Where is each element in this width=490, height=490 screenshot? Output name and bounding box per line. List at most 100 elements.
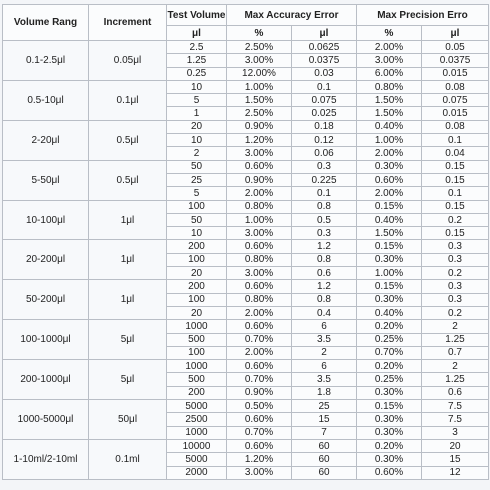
row: 5000 1.20% 60 0.30% 15 <box>3 452 489 467</box>
value-cell: 1.2 <box>291 239 357 254</box>
value-cell: 15 <box>421 452 489 467</box>
volume-range: 20-200μl <box>2 239 89 281</box>
value-cell: 0.60% <box>226 359 292 374</box>
value-cell: 0.04 <box>421 146 489 161</box>
value-cell: 1000 <box>166 425 227 440</box>
row: 25 0.90% 0.225 0.60% 0.15 <box>3 172 489 188</box>
value-cell: 1.00% <box>356 266 422 281</box>
value-cell: 0.40% <box>356 212 422 228</box>
value-cell: 0.70% <box>356 345 422 361</box>
row: 10-100μl 1μl 100 0.80% 0.8 0.15% 0.15 <box>2 199 489 241</box>
unit-cell: μl <box>421 25 489 41</box>
value-cell: 0.075 <box>291 93 357 108</box>
value-cell: 2.00% <box>356 39 422 55</box>
value-cell: 3.00% <box>226 53 292 68</box>
value-cell: 1.00% <box>356 133 422 148</box>
value-cell: 0.1 <box>421 133 489 148</box>
value-cell: 100 <box>166 292 227 307</box>
value-cell: 0.3 <box>421 279 489 294</box>
value-cell: 5000 <box>166 399 227 414</box>
value-cell: 0.15 <box>421 159 489 174</box>
value-cell: 0.2 <box>421 212 489 228</box>
value-cell: 25 <box>291 399 357 414</box>
value-cell: 1000 <box>166 359 227 374</box>
row: 5 1.50% 0.075 1.50% 0.075 <box>3 93 489 108</box>
value-cell: 200 <box>166 239 227 254</box>
value-cell: 0.60% <box>226 159 292 174</box>
value-cell: 1.8 <box>291 385 357 401</box>
value-cell: 0.1 <box>421 186 489 201</box>
unit-cell: % <box>356 25 422 41</box>
value-cell: 60 <box>291 452 357 467</box>
value-cell: 2.00% <box>226 305 292 321</box>
value-cell: 0.40% <box>356 119 422 135</box>
increment: 5μl <box>88 359 167 401</box>
value-cell: 0.15% <box>356 239 422 254</box>
unit-cell: % <box>226 25 292 41</box>
row: 200-1000μl 5μl 1000 0.60% 6 0.20% 2 <box>2 359 489 401</box>
value-cell: 0.30% <box>356 452 422 467</box>
increment: 0.5μl <box>88 119 167 161</box>
value-cell: 0.60% <box>356 172 422 188</box>
value-cell: 2.50% <box>226 106 292 121</box>
value-cell: 3.00% <box>226 465 292 480</box>
value-cell: 0.08 <box>421 119 489 135</box>
value-cell: 100 <box>166 345 227 361</box>
volume-range: 0.1-2.5μl <box>2 40 89 81</box>
value-cell: 0.90% <box>226 119 292 135</box>
value-cell: 5 <box>166 93 227 108</box>
value-cell: 1 <box>166 106 227 121</box>
value-cell: 0.3 <box>421 292 489 307</box>
volume-range: 2-20μl <box>2 119 89 161</box>
value-cell: 0.15 <box>421 199 489 214</box>
increment: 0.5μl <box>88 159 167 201</box>
value-cell: 7.5 <box>421 412 489 427</box>
value-cell: 0.8 <box>291 252 357 268</box>
value-cell: 25 <box>166 172 227 188</box>
value-cell: 3.00% <box>356 53 422 68</box>
value-cell: 2.00% <box>226 186 292 201</box>
value-cell: 2 <box>291 345 357 361</box>
value-cell: 1.25 <box>421 372 489 387</box>
value-cell: 1000 <box>166 319 227 334</box>
value-cell: 3 <box>421 425 489 440</box>
value-cell: 0.8 <box>291 199 357 214</box>
value-cell: 60 <box>291 465 357 480</box>
increment: 1μl <box>88 239 167 281</box>
value-cell: 0.08 <box>421 79 489 95</box>
value-cell: 0.6 <box>291 266 357 281</box>
value-cell: 0.1 <box>291 186 357 201</box>
value-cell: 0.015 <box>421 106 489 121</box>
value-cell: 1.50% <box>226 93 292 108</box>
row: 1000-5000μl 50μl 5000 0.50% 25 0.15% 7.5 <box>2 399 489 440</box>
value-cell: 0.30% <box>356 252 422 268</box>
value-cell: 0.25 <box>166 66 227 81</box>
row: 20 3.00% 0.6 1.00% 0.2 <box>3 266 489 281</box>
value-cell: 0.60% <box>226 412 292 427</box>
value-cell: 2 <box>166 146 227 161</box>
value-cell: 6 <box>291 319 357 334</box>
value-cell: 3.5 <box>291 332 357 347</box>
value-cell: 0.03 <box>291 66 357 81</box>
value-cell: 500 <box>166 332 227 347</box>
row: 0.1-2.5μl 0.05μl 2.5 2.50% 0.0625 2.00% 0.05 <box>2 39 489 81</box>
value-cell: 0.025 <box>291 106 357 121</box>
value-cell: 1.25 <box>166 53 227 68</box>
value-cell: 2 <box>421 319 489 334</box>
header-cell: Max Precision Erro <box>356 4 489 26</box>
value-cell: 0.80% <box>226 292 292 307</box>
value-cell: 2.00% <box>226 345 292 361</box>
value-cell: 0.15 <box>421 226 489 241</box>
increment: 1μl <box>88 199 167 241</box>
value-cell: 0.3 <box>291 159 357 174</box>
value-cell: 0.60% <box>226 279 292 294</box>
value-cell: 2500 <box>166 412 227 427</box>
value-cell: 1.50% <box>356 226 422 241</box>
value-cell: 0.3 <box>421 252 489 268</box>
value-cell: 12 <box>421 465 489 480</box>
value-cell: 0.70% <box>226 332 292 347</box>
value-cell: 2.5 <box>166 39 227 55</box>
value-cell: 0.50% <box>226 399 292 414</box>
value-cell: 10000 <box>166 438 227 454</box>
row: 50 1.00% 0.5 0.40% 0.2 <box>3 212 489 228</box>
